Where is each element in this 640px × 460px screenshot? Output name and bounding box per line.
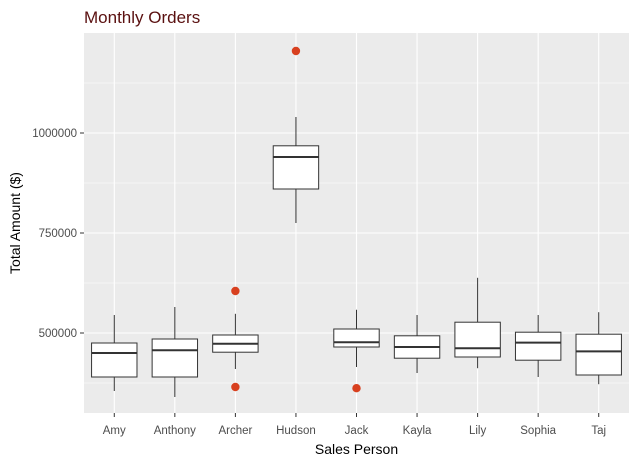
box-sophia xyxy=(514,315,562,377)
y-tick-label: 750000 xyxy=(39,228,77,240)
box-iqr xyxy=(514,331,562,361)
box-iqr xyxy=(575,333,622,376)
x-tick-label: Sophia xyxy=(520,425,556,437)
box-amy xyxy=(91,315,138,391)
y-tick-label: 500000 xyxy=(39,328,77,340)
x-tick-label: Kayla xyxy=(403,425,432,437)
x-tick-label: Taj xyxy=(591,425,606,437)
y-axis-title: Total Amount ($) xyxy=(7,172,23,274)
box-hudson xyxy=(272,46,320,223)
box-series xyxy=(91,46,622,397)
box-jack xyxy=(333,309,380,393)
box-taj xyxy=(575,312,622,385)
box-kayla xyxy=(393,315,441,373)
x-tick-label: Lily xyxy=(469,425,487,437)
x-tick-label: Anthony xyxy=(154,425,196,437)
x-tick-label: Hudson xyxy=(276,425,316,437)
outlier-point xyxy=(231,286,240,296)
chart-title: Monthly Orders xyxy=(84,8,200,27)
box-iqr xyxy=(91,342,138,378)
box-anthony xyxy=(151,307,199,397)
outlier-point xyxy=(231,382,240,392)
box-iqr xyxy=(272,145,320,190)
x-tick-label: Amy xyxy=(103,425,126,437)
box-archer xyxy=(212,286,259,392)
x-tick-label: Archer xyxy=(218,425,252,437)
box-iqr xyxy=(333,328,380,348)
box-lily xyxy=(454,277,501,369)
box-iqr xyxy=(151,338,199,378)
axes: 500000 750000 1000000 Amy Anthony Archer Hudso… xyxy=(32,128,606,437)
outlier-point xyxy=(291,46,301,56)
outlier-point xyxy=(352,384,361,393)
y-tick-label: 1000000 xyxy=(32,128,77,140)
x-axis-title: Sales Person xyxy=(315,441,398,457)
x-tick-label: Jack xyxy=(345,425,369,437)
box-iqr xyxy=(454,321,501,358)
